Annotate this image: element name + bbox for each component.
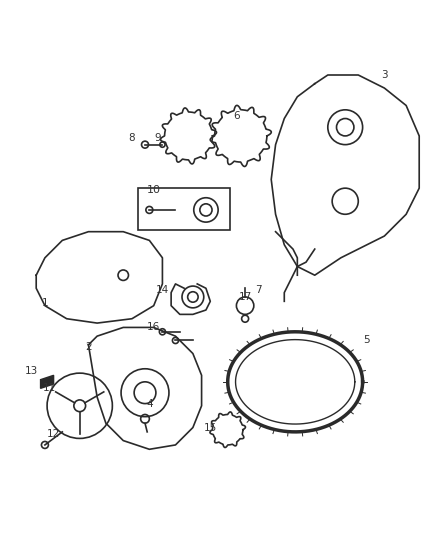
Text: 15: 15 [204, 423, 217, 433]
Text: 3: 3 [381, 70, 388, 80]
Text: 13: 13 [25, 366, 39, 376]
Text: 5: 5 [364, 335, 370, 345]
Text: 10: 10 [147, 185, 161, 195]
Text: 14: 14 [156, 286, 169, 295]
Text: 1: 1 [42, 298, 48, 309]
Text: 8: 8 [129, 133, 135, 143]
Text: 17: 17 [238, 292, 252, 302]
Text: 6: 6 [233, 111, 240, 122]
Text: 9: 9 [155, 133, 161, 143]
Text: 7: 7 [255, 286, 261, 295]
Text: 4: 4 [146, 399, 153, 409]
Text: 16: 16 [147, 322, 160, 333]
Polygon shape [41, 375, 53, 389]
Text: 12: 12 [47, 429, 60, 439]
Text: 2: 2 [85, 342, 92, 352]
Text: 11: 11 [42, 383, 56, 393]
